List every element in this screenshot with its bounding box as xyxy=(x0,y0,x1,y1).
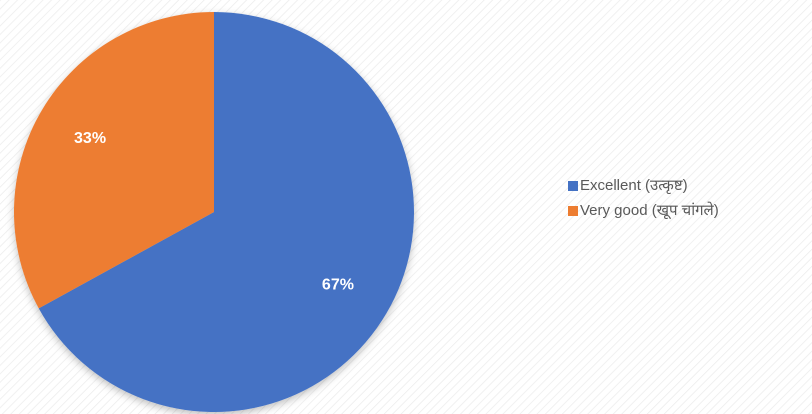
legend: Excellent (उत्कृष्ट) Very good (खूप चांगल… xyxy=(568,177,719,220)
pie-slice xyxy=(14,12,215,309)
pie-slice xyxy=(38,12,415,412)
data-labels: 67% 33% xyxy=(74,130,354,294)
data-label: 67% xyxy=(322,277,354,294)
data-label: 33% xyxy=(74,130,106,147)
legend-swatch xyxy=(568,206,578,216)
pie xyxy=(14,12,415,412)
legend-swatch xyxy=(568,181,578,191)
legend-label: Very good (खूप चांगले) xyxy=(580,201,719,220)
legend-label: Excellent (उत्कृष्ट) xyxy=(580,177,688,195)
